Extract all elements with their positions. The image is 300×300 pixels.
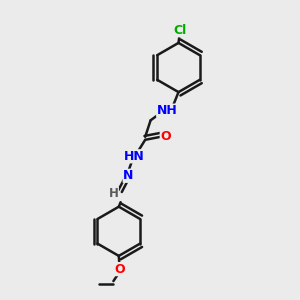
Text: Cl: Cl [173,24,186,37]
Text: N: N [123,169,134,182]
Text: H: H [109,187,118,200]
Text: O: O [114,262,125,276]
Text: O: O [160,130,171,143]
Text: NH: NH [157,104,178,117]
Text: HN: HN [123,150,144,163]
